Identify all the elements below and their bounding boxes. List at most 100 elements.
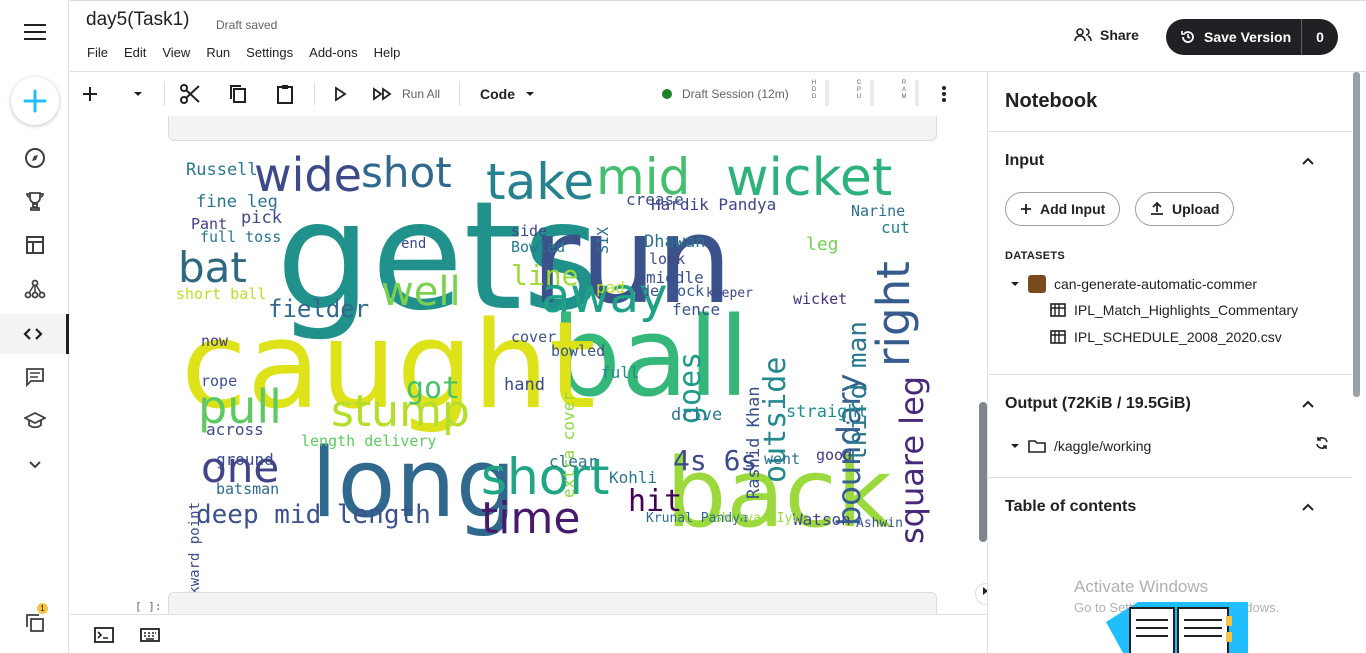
version-count[interactable]: 0 [1316, 29, 1324, 45]
notebook-title[interactable]: day5(Task1) [86, 9, 190, 30]
cpu-meter-bar [870, 80, 874, 106]
refresh-icon[interactable] [1315, 436, 1329, 450]
divider [988, 374, 1352, 375]
wordcloud-word: short [481, 448, 610, 506]
wordcloud-word: hit [628, 484, 683, 519]
paste-icon[interactable] [275, 82, 295, 106]
chevron-down-icon[interactable] [0, 444, 69, 484]
table-file-icon [1050, 303, 1066, 317]
wordcloud-word: gets [276, 170, 601, 344]
input-section-header[interactable]: Input [1005, 152, 1045, 169]
divider [988, 477, 1352, 478]
wordcloud-word: full toss [200, 228, 282, 246]
wordcloud-output: ball gets run caught long back short wicket mid t… [176, 152, 931, 615]
panel-scrollbar[interactable] [1353, 72, 1360, 397]
menu-add-ons[interactable]: Add-ons [309, 45, 358, 60]
create-button[interactable] [11, 77, 59, 125]
wordcloud-word: went [764, 450, 801, 468]
empty-code-cell[interactable] [168, 592, 937, 614]
wordcloud-word: away [541, 268, 668, 324]
add-input-button[interactable]: Add Input [1005, 192, 1121, 226]
wordcloud-word: cut [881, 218, 910, 237]
cut-icon[interactable] [179, 82, 201, 106]
wordcloud-word: keeper [706, 286, 753, 301]
keyboard-icon[interactable] [140, 627, 160, 648]
trophy-icon[interactable] [0, 181, 69, 221]
previous-code-cell[interactable] [168, 116, 937, 141]
add-cell-icon[interactable] [81, 82, 99, 106]
output-section-header[interactable]: Output (72KiB / 19.5GiB) [1005, 395, 1191, 412]
cell-prompt: [ ]: [135, 600, 162, 613]
plus-icon [23, 89, 47, 113]
wordcloud-word: Russell [186, 160, 258, 180]
toolbar-divider [459, 82, 460, 106]
run-all-label: Run All [402, 87, 441, 101]
dataset-item[interactable]: can-generate-automatic-commer [1010, 275, 1257, 293]
share-button[interactable]: Share [1074, 27, 1139, 43]
folder-icon [1028, 440, 1046, 453]
chevron-up-icon[interactable] [1301, 500, 1315, 514]
file-item[interactable]: IPL_SCHEDULE_2008_2020.csv [1050, 329, 1282, 345]
run-cell-icon[interactable] [332, 82, 348, 106]
menu-settings[interactable]: Settings [246, 45, 294, 60]
file-name: IPL_Match_Highlights_Commentary [1074, 302, 1299, 318]
wordcloud-word: leg [806, 234, 839, 255]
wordcloud-word: pick [241, 208, 282, 228]
learn-icon[interactable] [0, 401, 69, 441]
menu-edit[interactable]: Edit [123, 45, 147, 60]
chevron-up-icon[interactable] [1301, 397, 1315, 411]
wordcloud-word: time [481, 493, 581, 544]
table-file-icon [1050, 330, 1066, 344]
terminal-icon[interactable] [94, 627, 114, 648]
notification-badge: 1 [37, 603, 48, 614]
menu-help[interactable]: Help [373, 45, 401, 60]
history-icon [1181, 31, 1194, 43]
session-status[interactable]: Draft Session (12m) [662, 82, 789, 106]
wordcloud-word: Bowled [511, 238, 566, 256]
code-icon[interactable] [0, 314, 69, 354]
menu-view[interactable]: View [162, 45, 191, 60]
divider [988, 131, 1352, 132]
wordcloud-word: short ball [176, 285, 267, 303]
upload-button[interactable]: Upload [1135, 192, 1235, 226]
menu-run[interactable]: Run [206, 45, 231, 60]
output-folder-item[interactable]: /kaggle/working [1010, 438, 1151, 454]
datasets-label: DATASETS [1005, 250, 1066, 262]
cell-type-label: Code [480, 86, 515, 102]
copy-stack-icon[interactable] [0, 603, 69, 643]
comments-icon[interactable] [0, 357, 69, 397]
compass-icon[interactable] [0, 138, 69, 178]
save-version-button[interactable]: Save Version 0 [1166, 19, 1338, 55]
chevron-up-icon[interactable] [1301, 154, 1315, 168]
models-icon[interactable] [0, 269, 69, 309]
file-item[interactable]: IPL_Match_Highlights_Commentary [1050, 302, 1298, 318]
caret-down-icon[interactable] [1010, 279, 1020, 289]
run-all-button[interactable]: Run All [372, 82, 440, 106]
caret-down-icon[interactable] [1010, 441, 1020, 451]
table-icon[interactable] [0, 225, 69, 265]
wordcloud-word: bat [178, 243, 247, 292]
add-cell-menu-chevron-icon[interactable] [132, 82, 144, 106]
dataset-name: can-generate-automatic-commer [1054, 276, 1258, 292]
wordcloud-word: ground [216, 450, 274, 469]
hamburger-menu-icon[interactable] [24, 24, 46, 45]
wordcloud-word: Rashid Khan [744, 386, 764, 500]
bottom-bar [70, 614, 987, 653]
session-label: Draft Session (12m) [682, 87, 789, 101]
menu-file[interactable]: File [87, 45, 108, 60]
chevron-right-icon [983, 587, 988, 595]
save-status: Draft saved [216, 18, 278, 32]
wordcloud-word: 4s 6s [673, 444, 758, 477]
toc-section-header[interactable]: Table of contents [1005, 498, 1137, 515]
more-options-icon[interactable] [941, 82, 947, 106]
cell-type-select[interactable]: Code [480, 82, 535, 106]
notebook-scrollbar[interactable] [979, 402, 987, 542]
wordcloud-word: run [531, 192, 733, 331]
copy-icon[interactable] [228, 82, 248, 106]
notebook-cells: ball gets run caught long back short wicket mid t… [70, 116, 987, 614]
